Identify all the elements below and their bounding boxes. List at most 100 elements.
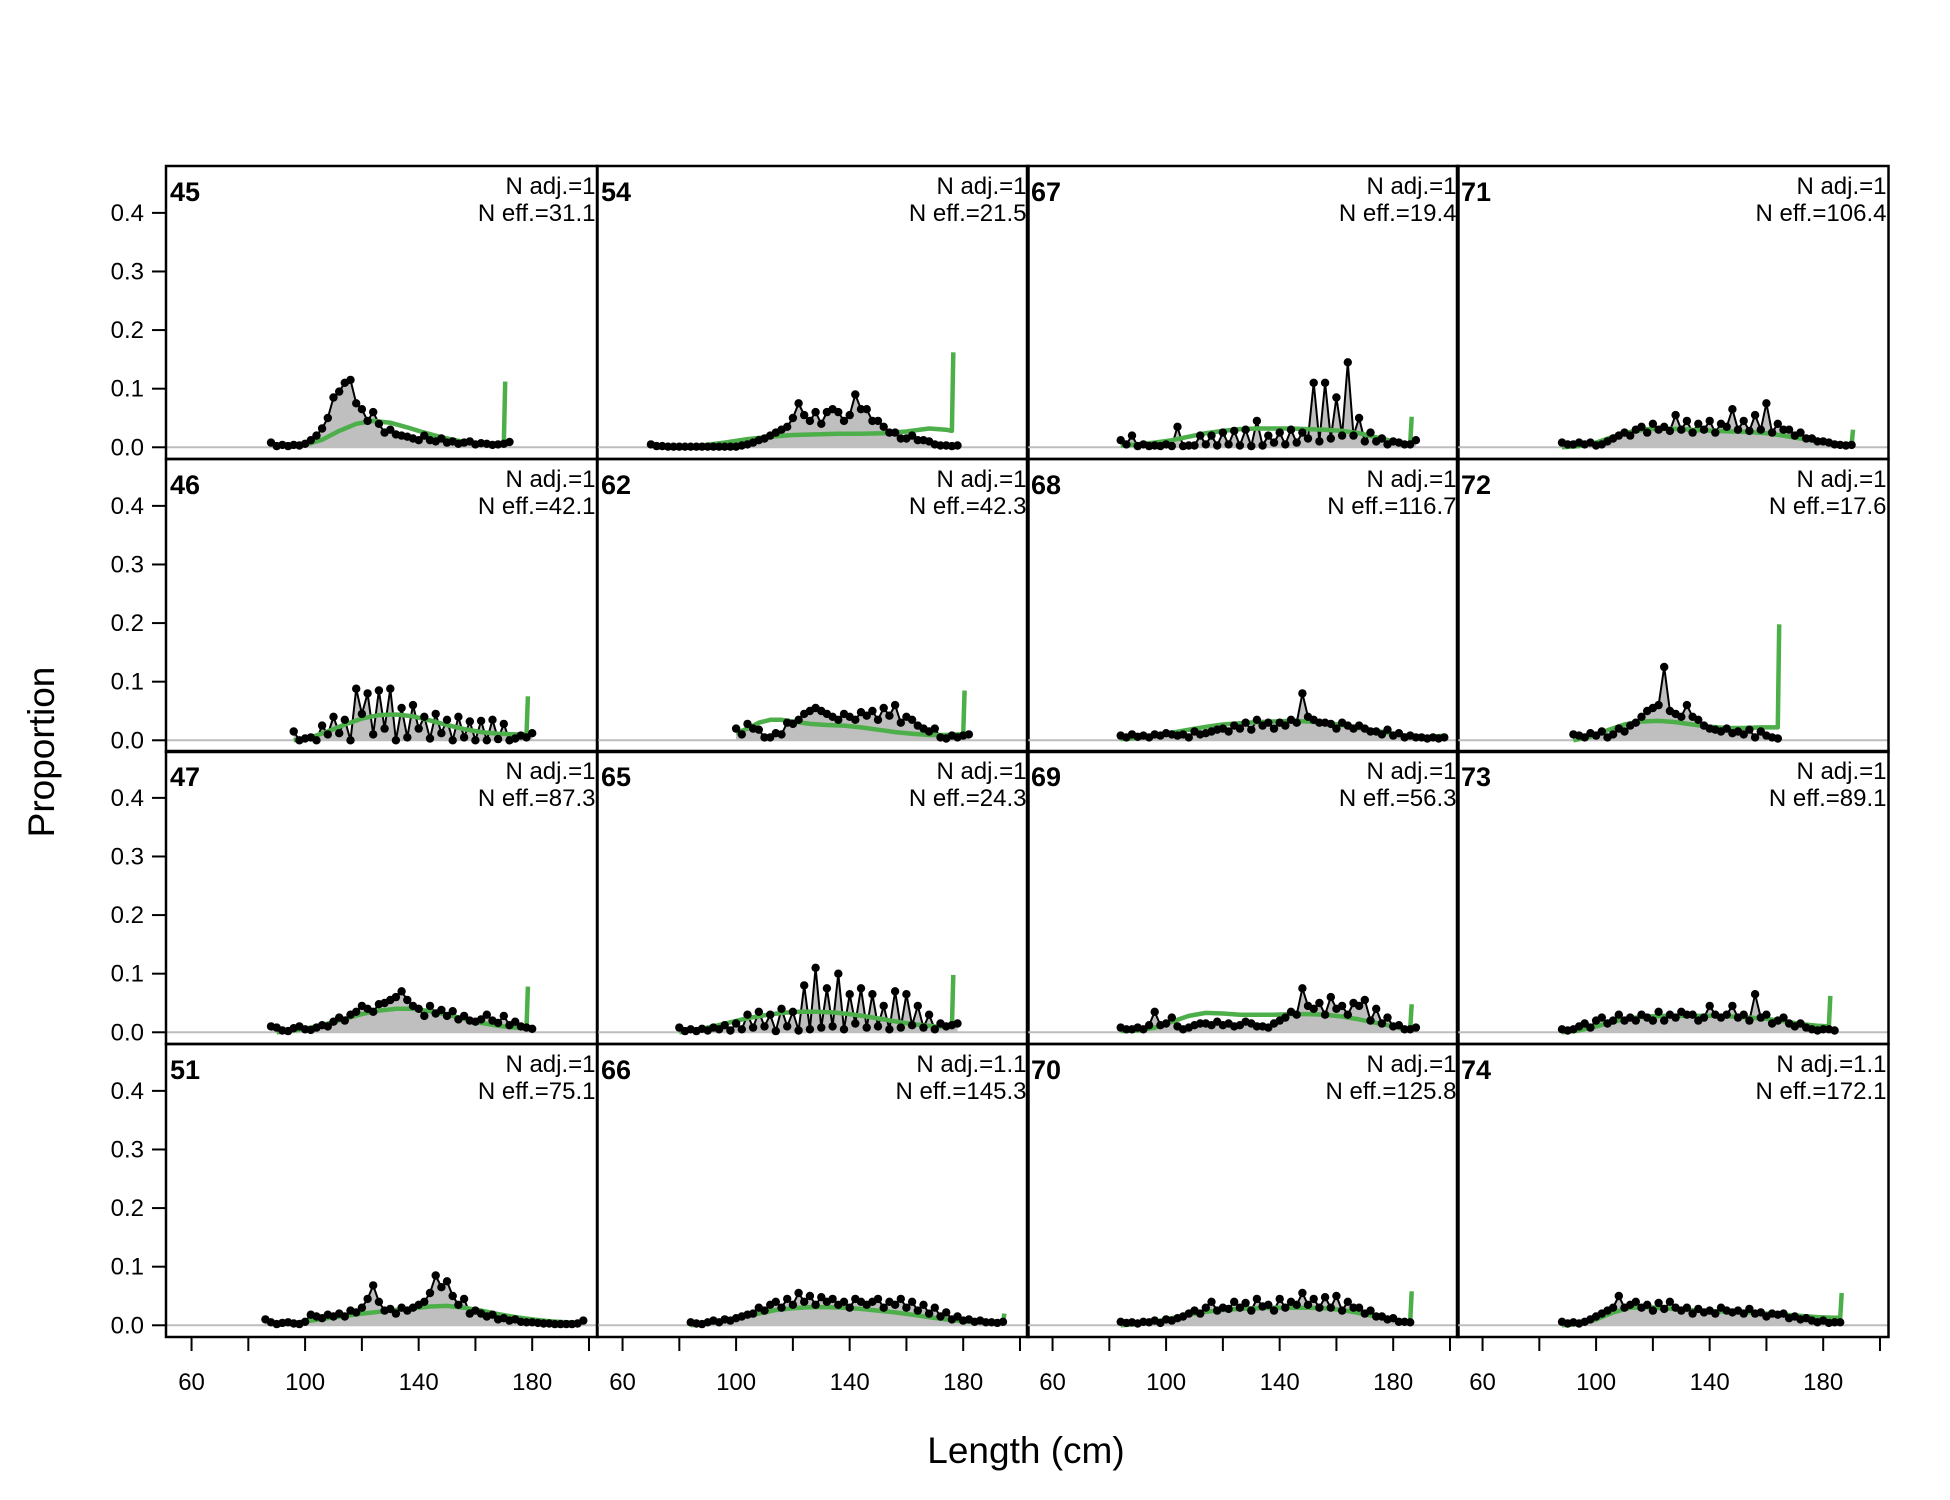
observed-point [357, 709, 367, 719]
observed-point [1745, 1016, 1754, 1025]
panel-54: 54 N adj.=1N eff.=21.5 [595, 164, 1030, 461]
observed-point [856, 984, 866, 993]
observed-point [839, 1025, 849, 1034]
observed-point [737, 1025, 746, 1034]
observed-point [1354, 1303, 1364, 1312]
observed-point [1711, 1309, 1720, 1318]
x-tick-label: 100 [1146, 1369, 1186, 1396]
observed-point [1269, 724, 1279, 733]
observed-point [924, 1010, 934, 1019]
observed-point [528, 729, 537, 738]
observed-point [323, 1022, 332, 1031]
observed-point [1608, 730, 1618, 739]
observed-point [879, 1001, 888, 1011]
observed-point [1258, 441, 1267, 450]
observed-point [907, 1020, 917, 1030]
observed-point [1711, 428, 1720, 437]
observed-point [879, 1303, 888, 1312]
observed-point [374, 419, 384, 428]
observed-point [1320, 1010, 1330, 1019]
observed-point [845, 990, 854, 999]
y-tick-label: 0.3 [111, 1136, 144, 1163]
observed-point [476, 1015, 486, 1024]
observed-area [271, 379, 510, 448]
observed-point [930, 1303, 939, 1312]
observed-point [1377, 730, 1387, 739]
observed-point [771, 1297, 780, 1307]
observed-point [1677, 712, 1686, 721]
observed-point [1377, 1019, 1387, 1028]
observed-point [1383, 1013, 1392, 1022]
observed-point [369, 1281, 378, 1290]
observed-point [317, 424, 327, 433]
observed-point [1343, 1297, 1353, 1307]
observed-point [1660, 1304, 1669, 1314]
panel-70: 70 N adj.=1N eff.=125.8 [1025, 1042, 1460, 1339]
observed-point [766, 1010, 775, 1019]
x-tick-label: 60 [178, 1369, 205, 1396]
observed-point [885, 711, 894, 720]
observed-point [1224, 1304, 1233, 1314]
observed-point [811, 963, 820, 972]
observed-point [437, 729, 446, 738]
observed-point [1366, 428, 1375, 437]
observed-point [340, 715, 349, 724]
observed-point [1247, 725, 1256, 734]
observed-point [1372, 1004, 1381, 1013]
observed-point [1699, 1013, 1709, 1022]
panel-frame [1025, 1042, 1460, 1339]
observed-point [1241, 1298, 1250, 1308]
observed-point [1264, 431, 1273, 440]
observed-point [885, 1025, 894, 1034]
panel-id-label: 62 [601, 470, 631, 500]
observed-point [743, 1010, 752, 1019]
observed-point [1264, 1300, 1273, 1310]
observed-point [1201, 440, 1211, 449]
observed-point [403, 995, 412, 1005]
y-tick-label: 0.1 [111, 376, 144, 403]
observed-point [890, 700, 900, 710]
observed-point [1750, 990, 1760, 999]
x-axis-label: Length (cm) [927, 1430, 1124, 1471]
observed-point [1739, 1010, 1748, 1019]
observed-point [1281, 721, 1290, 730]
observed-point [346, 736, 355, 745]
panel-id-label: 67 [1031, 177, 1061, 207]
observed-point [817, 1023, 826, 1032]
observed-point [1643, 428, 1652, 437]
observed-point [1654, 700, 1663, 710]
observed-point [1127, 431, 1137, 440]
observed-point [300, 1317, 310, 1327]
observed-point [1230, 1297, 1239, 1307]
observed-point [391, 1309, 401, 1318]
observed-point [1354, 413, 1364, 423]
y-tick-label: 0.4 [111, 200, 144, 227]
panel-id-label: 70 [1031, 1055, 1061, 1085]
observed-point [828, 1294, 837, 1304]
observed-point [1315, 1303, 1324, 1312]
observed-point [777, 1004, 786, 1013]
observed-point [896, 718, 905, 727]
observed-point [731, 724, 741, 733]
observed-point [374, 686, 384, 695]
y-tick-label: 0.4 [111, 493, 144, 520]
observed-point [1648, 419, 1658, 428]
observed-point [369, 407, 378, 417]
observed-point [437, 1283, 446, 1292]
observed-point [873, 715, 883, 724]
n-eff-label: N eff.=75.1 [478, 1078, 596, 1105]
y-tick-label: 0.2 [111, 610, 144, 637]
observed-point [352, 684, 361, 693]
observed-point [1326, 434, 1336, 443]
y-tick-label: 0.1 [111, 1254, 144, 1281]
observed-point [1275, 1294, 1284, 1304]
observed-point [964, 730, 974, 739]
observed-point [1235, 1303, 1245, 1312]
observed-point [794, 1026, 803, 1035]
observed-point [1836, 1318, 1845, 1327]
observed-point [760, 1306, 769, 1315]
observed-point [335, 387, 344, 396]
x-tick-label: 140 [399, 1369, 439, 1396]
observed-point [1631, 718, 1641, 727]
observed-point [1303, 1300, 1313, 1310]
